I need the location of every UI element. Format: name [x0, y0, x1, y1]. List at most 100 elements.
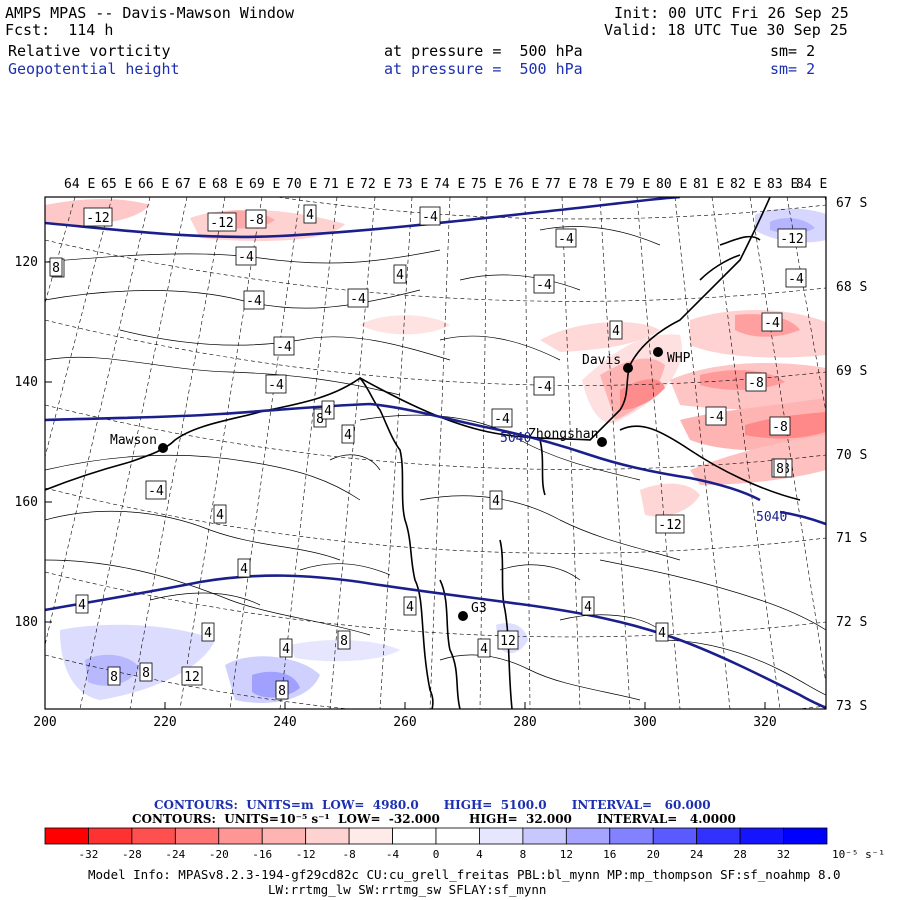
colorbar-tick-label: 0	[433, 848, 440, 861]
vorticity-label-box	[303, 204, 317, 224]
lon-label: 76 E	[508, 177, 539, 192]
lat-label: 68 S	[836, 280, 867, 295]
y-tick-label: 180	[15, 615, 38, 630]
colorbar-swatch	[652, 827, 698, 845]
colorbar-swatch	[696, 827, 741, 845]
field1-level: at pressure = 500 hPa	[384, 42, 583, 60]
vorticity-label-box	[245, 209, 267, 229]
height-label: 5040	[756, 510, 787, 525]
colorbar-swatch	[131, 827, 176, 845]
colorbar-tick-label: -12	[296, 848, 316, 861]
field1-name: Relative vorticity	[8, 42, 171, 60]
vorticity-contours	[45, 226, 826, 701]
colorbar-tick-label: 4	[476, 848, 483, 861]
vorticity-label: -4	[558, 232, 574, 247]
init-time: Init: 00 UTC Fri 26 Sep 25	[614, 4, 849, 22]
vorticity-label: 4	[240, 562, 248, 577]
x-tick-label: 220	[153, 715, 176, 730]
lon-label: 68 E	[212, 177, 243, 192]
vorticity-labels: -12-12-84-4-44-44-4-4-44-4-4-44-4-4-4-8-…	[49, 204, 807, 700]
vorticity-label: 12	[500, 634, 516, 649]
vorticity-label: 4	[216, 508, 224, 523]
stations: Mawson Davis WHP Zhongshan G3	[110, 347, 691, 621]
lon-label: 70 E	[286, 177, 317, 192]
vorticity-label-box	[489, 490, 503, 510]
vorticity-label: -12	[210, 216, 233, 231]
y-tick-label: 160	[15, 495, 38, 510]
colorbar-tick-label: -16	[252, 848, 272, 861]
model-info-line1: Model Info: MPASv8.2.3-194-gf29cd82c CU:…	[88, 867, 841, 882]
vorticity-label-box	[491, 408, 513, 428]
lat-label: 67 S	[836, 196, 867, 211]
vorticity-label: 8	[142, 666, 150, 681]
vorticity-label-box	[761, 312, 783, 332]
colorbar-swatch	[522, 827, 567, 845]
station-marker-zhongshan	[597, 437, 607, 447]
vorticity-label-box	[235, 246, 257, 266]
vorticity-label-box	[75, 594, 89, 614]
field2-level: at pressure = 500 hPa	[384, 60, 583, 78]
vorticity-label-box	[279, 638, 293, 658]
vorticity-label-box	[337, 630, 351, 650]
vorticity-label: 8	[340, 634, 348, 649]
vorticity-contour-info: CONTOURS: UNITS=10⁻⁵ s⁻¹ LOW= -32.000 HI…	[132, 812, 736, 826]
vorticity-label-box	[321, 400, 335, 420]
station-marker-whp	[653, 347, 663, 357]
colorbar-swatch	[218, 827, 263, 845]
vorticity-label: 12	[184, 670, 200, 685]
colorbar-tick-label: -8	[342, 848, 355, 861]
lon-label: 69 E	[249, 177, 280, 192]
vorticity-label-box	[497, 630, 519, 650]
valid-time: Valid: 18 UTC Tue 30 Sep 25	[604, 21, 848, 39]
vorticity-label: 8	[316, 412, 324, 427]
vorticity-label: -4	[268, 378, 284, 393]
lon-label: 64 E	[64, 177, 95, 192]
lon-label: 80 E	[656, 177, 687, 192]
vorticity-label: -4	[708, 410, 724, 425]
colorbar-swatch	[261, 827, 307, 845]
vorticity-label-box	[477, 638, 491, 658]
vorticity-label-box	[83, 207, 113, 227]
lat-label: 69 S	[836, 364, 867, 379]
x-tick-label: 200	[33, 715, 56, 730]
colorbar-swatch	[565, 827, 611, 845]
vorticity-label-box	[347, 288, 369, 308]
vorticity-label-box	[207, 212, 237, 232]
vorticity-label-box	[609, 320, 623, 340]
lon-label: 83 E	[767, 177, 798, 192]
station-marker-mawson	[158, 443, 168, 453]
colorbar-tick-label: 8	[520, 848, 527, 861]
vorticity-label: 4	[396, 268, 404, 283]
colorbar-tick-label: 24	[690, 848, 704, 861]
lat-label: 73 S	[836, 699, 867, 714]
colorbar-swatch	[435, 827, 480, 845]
vorticity-label: 4	[204, 626, 212, 641]
lat-label: 72 S	[836, 615, 867, 630]
colorbar-swatch	[88, 827, 133, 845]
axis-ticks	[44, 261, 766, 709]
vorticity-label: 4	[282, 642, 290, 657]
vorticity-label-box	[243, 290, 265, 310]
vorticity-label-box	[107, 666, 121, 686]
vorticity-label-box	[201, 622, 215, 642]
vorticity-label-box	[403, 596, 417, 616]
lon-label: 77 E	[545, 177, 576, 192]
colorbar-tick-label: -24	[165, 848, 185, 861]
station-marker-g3	[458, 611, 468, 621]
vorticity-label: -12	[86, 211, 109, 226]
map-title: AMPS MPAS -- Davis-Mawson Window	[5, 4, 294, 22]
lon-label: 74 E	[434, 177, 465, 192]
vorticity-label: -12	[658, 518, 681, 533]
vorticity-label-box	[773, 458, 787, 478]
vorticity-label: 8	[110, 670, 118, 685]
x-tick-label: 300	[633, 715, 656, 730]
vorticity-label: -8	[748, 376, 764, 391]
station-label-davis: Davis	[582, 353, 621, 368]
vorticity-label-box	[769, 416, 791, 436]
vorticity-label: -4	[238, 250, 254, 265]
vorticity-label: 4	[480, 642, 488, 657]
vorticity-label-box	[273, 336, 295, 356]
colorbar-swatch	[348, 827, 393, 845]
colorbar-tick-label: 16	[603, 848, 616, 861]
